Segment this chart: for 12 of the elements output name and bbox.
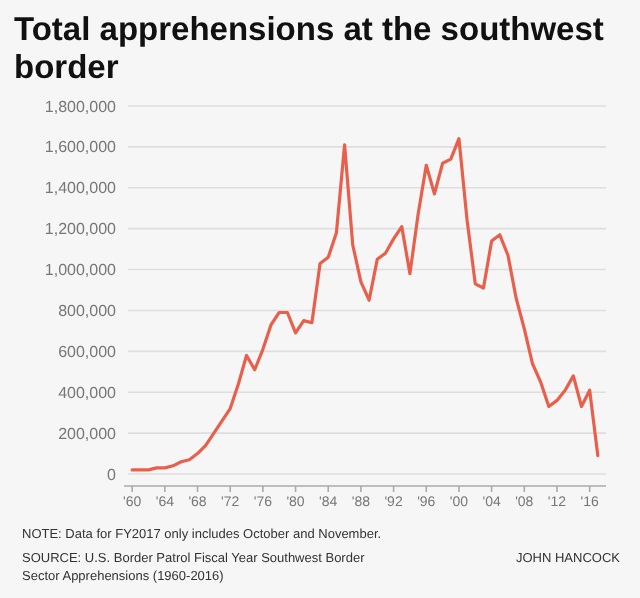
y-tick-label: 1,400,000 (44, 179, 118, 198)
y-tick-label: 0 (107, 465, 118, 484)
y-tick-label: 1,800,000 (44, 97, 118, 116)
line-series (130, 137, 600, 472)
y-tick-label: 800,000 (58, 302, 118, 321)
y-tick-label: 1,600,000 (44, 138, 118, 157)
y-tick-label: 1,200,000 (44, 220, 118, 239)
chart-title: Total apprehensions at the southwest border (14, 12, 605, 86)
y-tick-label: 200,000 (58, 424, 118, 443)
y-tick-label: 400,000 (58, 383, 118, 402)
y-tick-label: 1,000,000 (44, 261, 118, 280)
y-tick-label: 600,000 (58, 342, 118, 361)
